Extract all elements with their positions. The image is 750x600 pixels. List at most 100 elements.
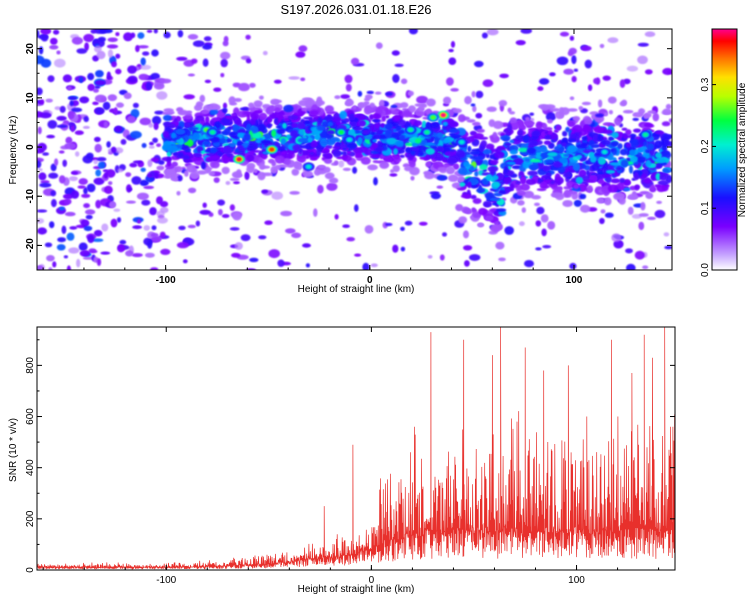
- spectrogram-cell: [123, 32, 133, 42]
- spectrogram-cell: [62, 74, 72, 83]
- spectrogram-cell: [509, 139, 515, 144]
- spectrogram-cell: [67, 85, 72, 91]
- spectrogram-cell: [317, 165, 326, 169]
- spectrogram-cell: [54, 158, 59, 166]
- spectrogram-cell: [145, 252, 155, 258]
- spectrogram-cell: [391, 122, 400, 128]
- spectrogram-cell: [455, 150, 466, 159]
- spectrogram-cell: [160, 248, 171, 255]
- spectrogram-cell: [662, 67, 672, 76]
- spectrogram-cell: [132, 160, 143, 164]
- spectrogram-cell: [451, 182, 463, 189]
- spectrogram-cell: [513, 157, 524, 165]
- spectrogram-cell: [448, 48, 454, 53]
- spectrogram-cell: [622, 109, 634, 114]
- spectrogram-x-axis-label: Height of straight line (km): [298, 284, 415, 295]
- spectrogram-cell: [381, 114, 387, 122]
- spectrogram-cell: [40, 33, 49, 42]
- spectrogram-cell: [46, 255, 55, 262]
- spectrogram-cell: [78, 242, 88, 251]
- spectrogram-cell: [547, 129, 553, 135]
- spectrogram-cell: [416, 95, 429, 104]
- spectrogram-cell: [364, 97, 370, 102]
- spectrogram-cell: [544, 134, 552, 140]
- spectrogram-cell: [302, 243, 311, 248]
- snr-x-axis-label: Height of straight line (km): [298, 584, 415, 595]
- spectrogram-cell: [323, 166, 331, 173]
- spectrogram-cell: [78, 178, 88, 185]
- spectrogram-cell: [92, 238, 104, 242]
- spectrogram-cell: [587, 84, 593, 91]
- spectrogram-cell: [137, 32, 145, 39]
- snr-y-tick-label: 200: [25, 510, 36, 527]
- spectrogram-y-tick-label: -20: [25, 238, 36, 253]
- spectrogram-cell: [151, 235, 162, 243]
- spectrogram-cell: [49, 221, 55, 229]
- spectrogram-cell: [202, 202, 207, 208]
- spectrogram-cell: [621, 99, 628, 106]
- spectrogram-cell: [579, 204, 591, 213]
- spectrogram-cell: [137, 219, 141, 224]
- spectrogram-cell: [482, 148, 492, 155]
- spectrogram-cell: [562, 130, 568, 137]
- spectrogram-cell: [136, 192, 149, 200]
- spectrogram-cell: [334, 142, 339, 147]
- spectrogram-cell: [131, 176, 142, 185]
- spectrogram-cell: [247, 144, 255, 150]
- spectrogram-cell: [183, 158, 193, 163]
- spectrogram-cell: [37, 111, 44, 118]
- spectrogram-cell: [619, 79, 626, 88]
- spectrogram-cell: [562, 172, 572, 178]
- spectrogram-cell: [466, 119, 476, 123]
- spectrogram-cell: [253, 100, 263, 108]
- spectrogram-cell: [358, 120, 366, 127]
- snr-x-tick-label: 100: [568, 575, 585, 586]
- spectrogram-cell: [175, 128, 186, 135]
- spectrogram-cell: [334, 95, 341, 100]
- spectrogram-cell: [103, 121, 109, 129]
- spectrogram-cell: [100, 251, 111, 255]
- spectrogram-cell: [107, 49, 114, 58]
- spectrogram-cell: [545, 112, 557, 122]
- spectrogram-cell: [425, 148, 436, 155]
- spectrogram-cell: [69, 226, 78, 230]
- spectrogram-cell: [221, 166, 230, 175]
- spectrogram-cell: [310, 143, 318, 148]
- spectrogram-cell: [108, 181, 113, 186]
- spectrogram-cell: [110, 218, 118, 228]
- spectrogram-cell: [539, 181, 549, 190]
- spectrogram-cell: [448, 174, 459, 182]
- spectrogram-cell: [187, 34, 199, 40]
- spectrogram-cell: [135, 45, 140, 53]
- spectrogram-cell: [68, 247, 80, 254]
- snr-y-axis-label: SNR (10 * v/v): [8, 418, 19, 482]
- spectrogram-cell: [395, 140, 404, 148]
- spectrogram-cell: [637, 146, 648, 153]
- spectrogram-cell: [406, 153, 411, 158]
- spectrogram-cell: [157, 217, 168, 224]
- spectrogram-cell: [571, 55, 577, 65]
- spectrogram-cell: [517, 147, 529, 153]
- spectrogram-cell: [282, 122, 287, 129]
- spectrogram-cell: [498, 257, 506, 262]
- spectrogram-cell: [177, 109, 189, 116]
- spectrogram-cell: [271, 191, 284, 200]
- spectrogram-cell: [375, 108, 383, 116]
- spectrogram-cell: [90, 29, 97, 34]
- spectrogram-cell: [462, 207, 471, 214]
- spectrogram-cell: [195, 220, 201, 227]
- spectrogram-cell: [467, 145, 472, 153]
- spectrogram-cell: [352, 105, 357, 110]
- spectrogram-cell: [537, 86, 544, 91]
- spectrogram-cell: [457, 176, 465, 183]
- spectrogram-cell: [71, 36, 83, 45]
- spectrogram-cell: [597, 179, 605, 185]
- spectrogram-cell: [576, 154, 583, 159]
- spectrogram-cell: [371, 118, 381, 123]
- spectrogram-cell: [500, 135, 511, 141]
- spectrogram-cell: [324, 158, 333, 164]
- spectrogram-cell: [408, 127, 414, 132]
- spectrogram-cell: [220, 51, 231, 60]
- spectrogram-cell: [246, 162, 256, 170]
